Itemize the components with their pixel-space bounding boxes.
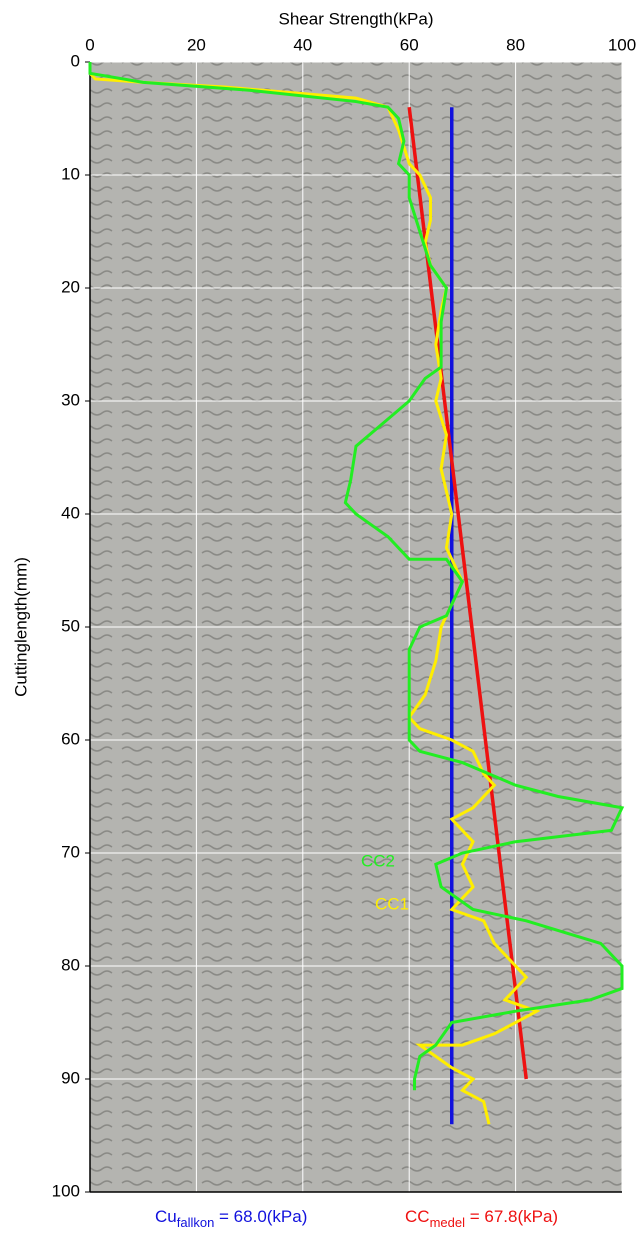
series-line	[88, 62, 541, 1125]
x-tick-label: 40	[293, 35, 312, 54]
x-tick-label: 100	[608, 35, 636, 54]
y-tick-label: 60	[61, 729, 80, 748]
annotation-main: Cu	[155, 1207, 177, 1226]
series-line	[88, 62, 625, 1091]
y-tick-label: 50	[61, 616, 80, 635]
x-tick-label: 60	[400, 35, 419, 54]
y-tick-label: 30	[61, 390, 80, 409]
chart-title: Shear Strength(kPa)	[279, 9, 434, 28]
annotation-rest: = 67.8(kPa)	[465, 1207, 558, 1226]
annotation-main: CC	[405, 1207, 430, 1226]
y-tick-label: 10	[61, 164, 80, 183]
y-tick-label: 80	[61, 955, 80, 974]
annotation: CCmedel = 67.8(kPa)	[405, 1207, 558, 1230]
annotation-sub: medel	[430, 1215, 466, 1230]
annotation: Cufallkon = 68.0(kPa)	[155, 1207, 307, 1230]
y-tick-label: 0	[71, 51, 80, 70]
series-label: CC2	[361, 851, 395, 870]
x-tick-label: 80	[506, 35, 525, 54]
x-tick-label: 20	[187, 35, 206, 54]
y-tick-label: 100	[52, 1181, 80, 1200]
y-axis-label: Cuttinglength(mm)	[11, 557, 30, 697]
annotation-sub: fallkon	[177, 1215, 215, 1230]
x-tick-label: 0	[85, 35, 94, 54]
y-tick-label: 40	[61, 503, 80, 522]
y-tick-label: 20	[61, 277, 80, 296]
series-label: CC1	[375, 894, 409, 913]
annotation-rest: = 68.0(kPa)	[214, 1207, 307, 1226]
y-tick-label: 70	[61, 842, 80, 861]
y-tick-label: 90	[61, 1068, 80, 1087]
